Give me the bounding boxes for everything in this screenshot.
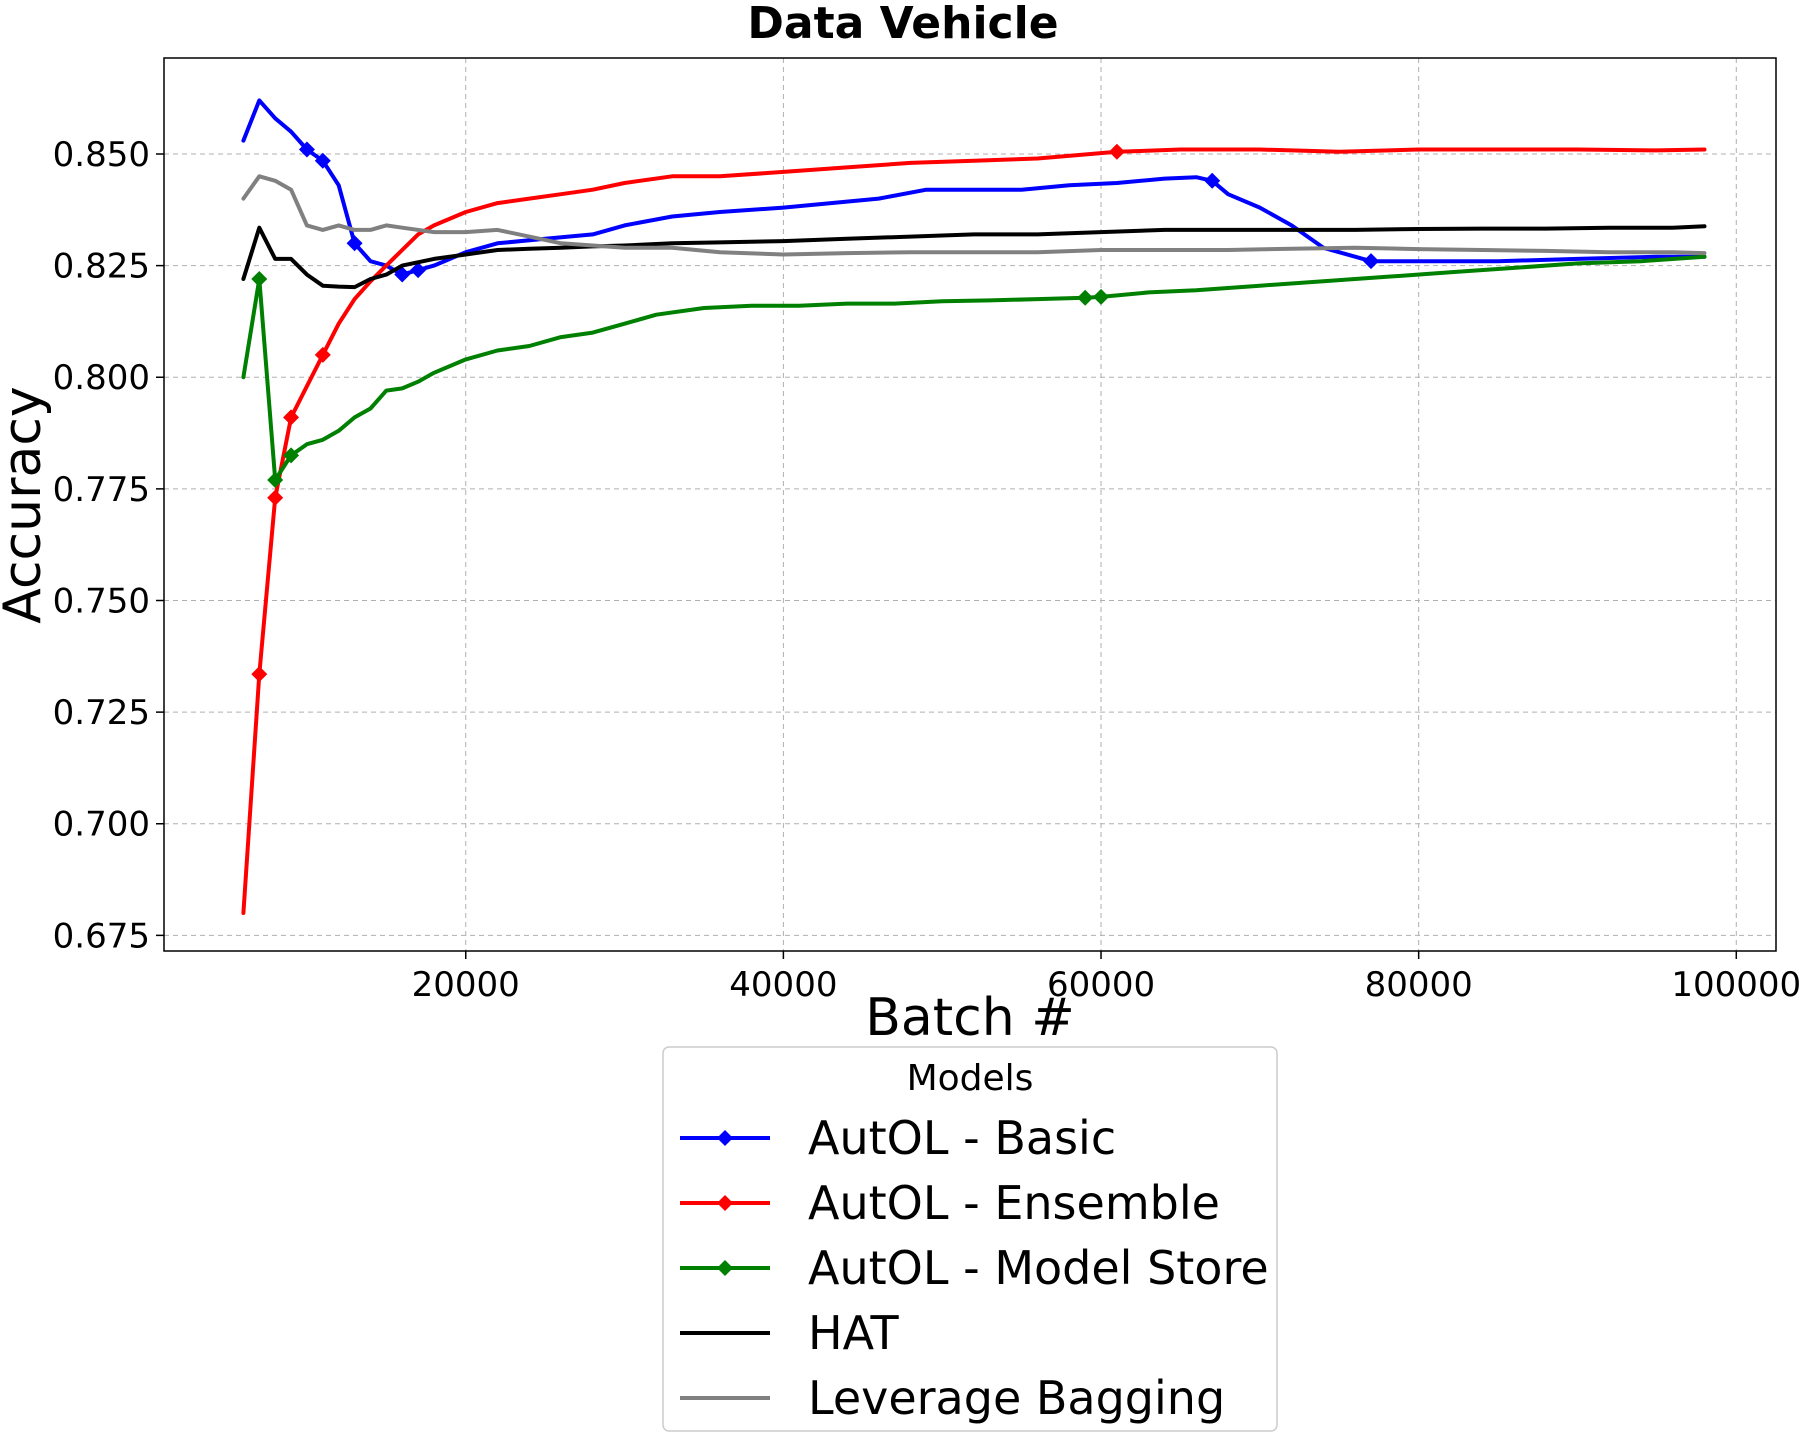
y-tick-label: 0.750 (53, 581, 150, 621)
y-tick-label: 0.825 (53, 247, 150, 287)
legend-marker-autol-ensemble (717, 1195, 733, 1211)
data-point-autol-model-store (1077, 289, 1094, 306)
data-point-autol-model-store (283, 447, 300, 464)
data-point-autol-ensemble (251, 666, 268, 683)
data-point-autol-basic (346, 235, 363, 252)
x-axis-label: Batch # (865, 988, 1075, 1048)
series-line-leverage-bagging (241, 174, 1707, 257)
series-line-autol-model-store (241, 254, 1707, 482)
legend-label-hat: HAT (808, 1306, 899, 1360)
y-tick-label: 0.725 (53, 693, 150, 733)
x-axis-ticks: 20000 40000 60000 80000 100000 (412, 951, 1800, 1005)
data-point-autol-basic (1204, 172, 1221, 189)
data-point-autol-ensemble (1108, 143, 1125, 160)
data-point-autol-model-store (251, 271, 268, 288)
chart-title: Data Vehicle (747, 0, 1058, 49)
y-tick-label: 0.700 (53, 805, 150, 845)
y-tick-label: 0.850 (53, 135, 150, 175)
y-axis-label: Accuracy (0, 386, 53, 623)
data-point-autol-basic (314, 152, 331, 169)
legend-entries: AutOL - Basic AutOL - Ensemble AutOL - Mod… (680, 1111, 1269, 1425)
legend-marker-autol-basic (717, 1130, 733, 1146)
series-line-autol-ensemble (241, 147, 1707, 915)
x-tick-label: 60000 (1047, 965, 1155, 1005)
data-point-autol-model-store (1093, 288, 1110, 305)
y-tick-label: 0.775 (53, 470, 150, 510)
plot-frame (163, 57, 1777, 952)
data-point-autol-ensemble (267, 489, 284, 506)
y-tick-label: 0.800 (53, 358, 150, 398)
x-tick-label: 20000 (412, 965, 520, 1005)
data-point-autol-model-store (267, 471, 284, 488)
legend-marker-autol-model-store (717, 1260, 733, 1276)
data-point-autol-ensemble (314, 346, 331, 363)
grid (164, 58, 1776, 951)
legend-label-autol-ensemble: AutOL - Ensemble (808, 1176, 1220, 1230)
x-tick-label: 80000 (1365, 965, 1473, 1005)
series-line-hat (241, 224, 1707, 290)
legend-frame (662, 1046, 1278, 1432)
data-point-autol-basic (1363, 253, 1380, 270)
x-tick-label: 100000 (1671, 965, 1800, 1005)
legend-label-autol-model-store: AutOL - Model Store (808, 1241, 1269, 1295)
legend-title: Models (907, 1058, 1034, 1099)
y-axis-ticks: 0.675 0.700 0.725 0.750 0.775 0.800 0.825 0.850 (53, 135, 164, 956)
legend-label-autol-basic: AutOL - Basic (808, 1111, 1116, 1165)
x-tick-label: 40000 (729, 965, 837, 1005)
legend-label-leverage-bagging: Leverage Bagging (808, 1371, 1225, 1425)
data-point-autol-ensemble (283, 409, 300, 426)
data-point-autol-basic (298, 141, 315, 158)
data-point-autol-basic (394, 266, 411, 283)
y-tick-label: 0.675 (53, 916, 150, 956)
series-layer (241, 98, 1707, 915)
data-point-autol-basic (410, 262, 427, 279)
